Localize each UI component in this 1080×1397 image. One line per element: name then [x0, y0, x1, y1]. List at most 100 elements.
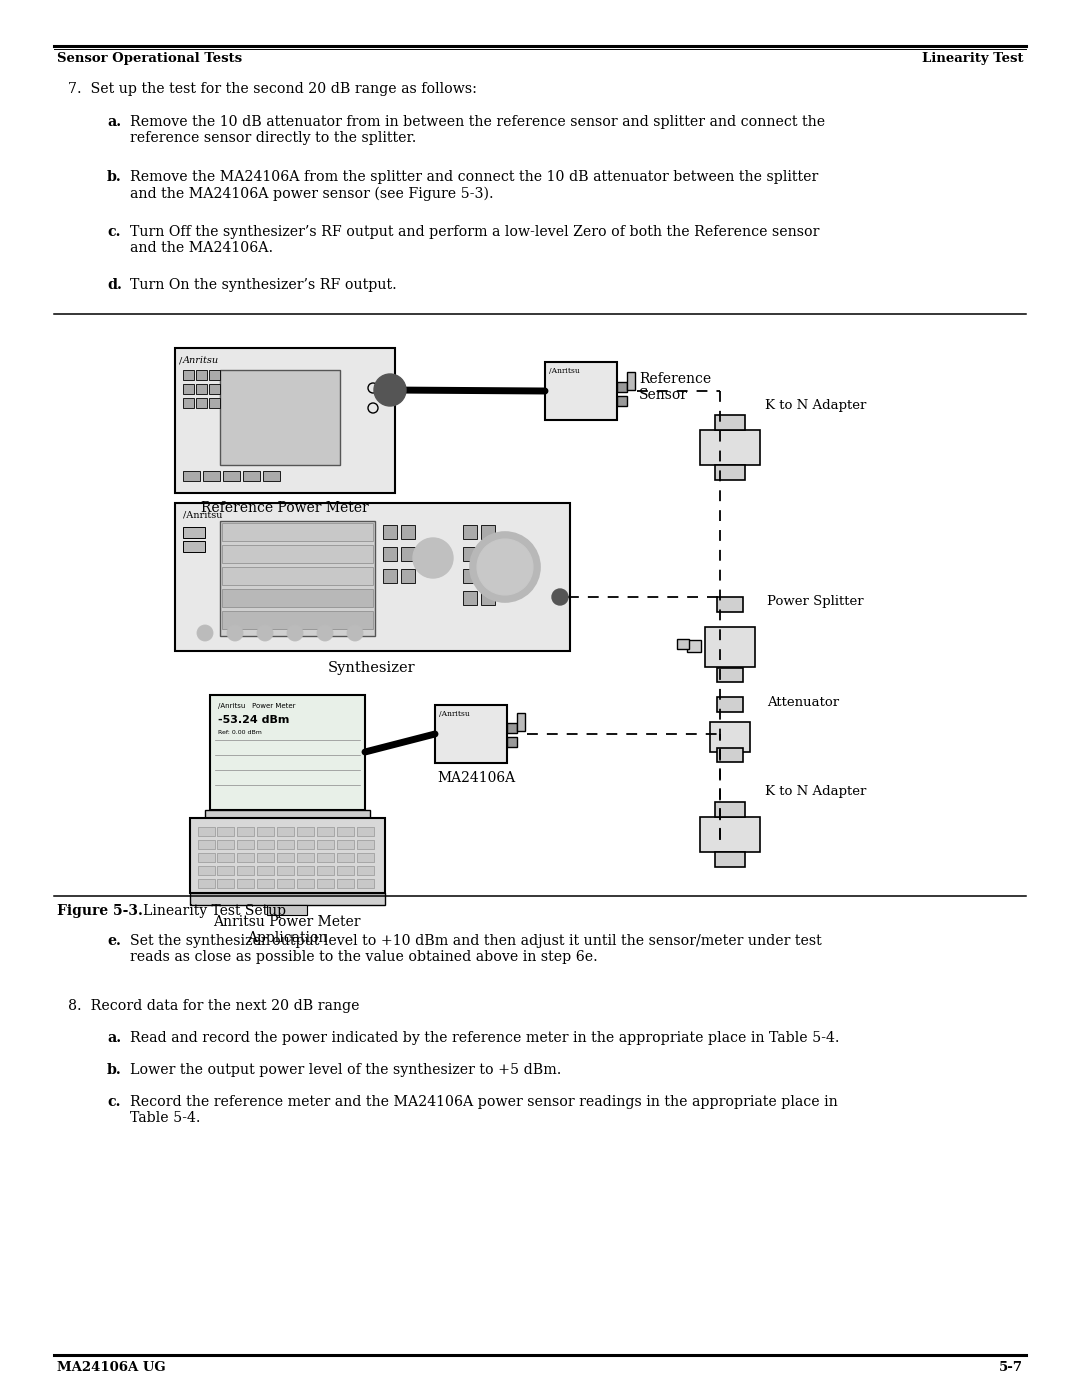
Bar: [401, 569, 415, 583]
Text: Turn On the synthesizer’s RF output.: Turn On the synthesizer’s RF output.: [130, 278, 396, 292]
Text: e.: e.: [107, 935, 121, 949]
Text: K to N Adapter: K to N Adapter: [765, 398, 866, 412]
Bar: [175, 503, 570, 651]
Bar: [210, 384, 220, 394]
Circle shape: [287, 624, 303, 641]
Text: MA24106A UG: MA24106A UG: [57, 1361, 165, 1375]
Bar: [183, 398, 194, 408]
Bar: [220, 521, 375, 636]
Bar: [195, 384, 207, 394]
Bar: [383, 569, 397, 583]
Bar: [383, 525, 397, 539]
Text: b.: b.: [107, 1063, 122, 1077]
Text: Sensor Operational Tests: Sensor Operational Tests: [57, 52, 242, 66]
Circle shape: [470, 532, 540, 602]
Bar: [357, 854, 374, 862]
Bar: [237, 879, 254, 888]
Bar: [237, 866, 254, 875]
Bar: [183, 471, 200, 481]
Bar: [276, 879, 294, 888]
Bar: [198, 879, 215, 888]
Bar: [617, 395, 627, 407]
Bar: [203, 471, 220, 481]
Bar: [463, 548, 477, 562]
Bar: [545, 362, 617, 420]
Bar: [297, 866, 314, 875]
Bar: [481, 591, 495, 605]
Bar: [237, 827, 254, 835]
Bar: [276, 827, 294, 835]
Bar: [183, 527, 205, 538]
Text: 5-7: 5-7: [999, 1361, 1023, 1375]
Text: c.: c.: [107, 1095, 121, 1109]
Text: Linearity Test Setup: Linearity Test Setup: [130, 904, 286, 918]
Bar: [297, 854, 314, 862]
Bar: [337, 827, 354, 835]
Bar: [435, 705, 507, 763]
Bar: [190, 893, 384, 905]
Bar: [717, 697, 743, 712]
Bar: [357, 840, 374, 849]
Bar: [337, 879, 354, 888]
Text: /: /: [179, 356, 183, 365]
Bar: [220, 370, 340, 465]
Text: d.: d.: [107, 278, 122, 292]
Circle shape: [347, 624, 363, 641]
Bar: [257, 840, 274, 849]
Text: b.: b.: [107, 170, 122, 184]
Bar: [222, 590, 373, 608]
Bar: [264, 471, 280, 481]
Bar: [717, 597, 743, 612]
Text: Figure 5-3.: Figure 5-3.: [57, 904, 143, 918]
Bar: [195, 398, 207, 408]
Bar: [217, 879, 234, 888]
Bar: [190, 819, 384, 893]
Text: /Anritsu: /Anritsu: [438, 710, 470, 718]
Bar: [217, 827, 234, 835]
Bar: [337, 866, 354, 875]
Bar: [198, 840, 215, 849]
Bar: [198, 854, 215, 862]
Circle shape: [477, 539, 534, 595]
Bar: [715, 852, 745, 868]
Bar: [237, 840, 254, 849]
Bar: [401, 525, 415, 539]
Text: MA24106A: MA24106A: [437, 771, 515, 785]
Bar: [222, 567, 373, 585]
Bar: [318, 827, 334, 835]
Text: Linearity Test: Linearity Test: [921, 52, 1023, 66]
Bar: [183, 370, 194, 380]
Bar: [717, 747, 743, 761]
Circle shape: [257, 624, 273, 641]
Text: 7.  Set up the test for the second 20 dB range as follows:: 7. Set up the test for the second 20 dB …: [68, 82, 477, 96]
Text: Reference
Sensor: Reference Sensor: [639, 372, 711, 402]
Bar: [463, 569, 477, 583]
Text: Attenuator: Attenuator: [767, 696, 839, 708]
Bar: [297, 840, 314, 849]
Bar: [627, 372, 635, 390]
Bar: [267, 905, 307, 915]
Bar: [318, 879, 334, 888]
Bar: [481, 548, 495, 562]
Bar: [318, 866, 334, 875]
Text: c.: c.: [107, 225, 121, 239]
Bar: [337, 854, 354, 862]
Bar: [517, 712, 525, 731]
Text: Reference Power Meter: Reference Power Meter: [201, 502, 369, 515]
Text: K to N Adapter: K to N Adapter: [765, 785, 866, 799]
Text: /Anritsu: /Anritsu: [183, 511, 222, 520]
Text: -53.24 dBm: -53.24 dBm: [218, 715, 289, 725]
Bar: [715, 465, 745, 481]
Bar: [715, 415, 745, 430]
Bar: [205, 810, 370, 819]
Bar: [318, 840, 334, 849]
Text: Lower the output power level of the synthesizer to +5 dBm.: Lower the output power level of the synt…: [130, 1063, 562, 1077]
Text: Remove the 10 dB attenuator from in between the reference sensor and splitter an: Remove the 10 dB attenuator from in betw…: [130, 115, 825, 145]
Bar: [276, 840, 294, 849]
Bar: [276, 866, 294, 875]
Bar: [243, 471, 260, 481]
Bar: [717, 668, 743, 682]
Text: Set the synthesizer output level to +10 dBm and then adjust it until the sensor/: Set the synthesizer output level to +10 …: [130, 935, 822, 964]
Text: /Anritsu: /Anritsu: [549, 367, 580, 374]
Bar: [210, 370, 220, 380]
